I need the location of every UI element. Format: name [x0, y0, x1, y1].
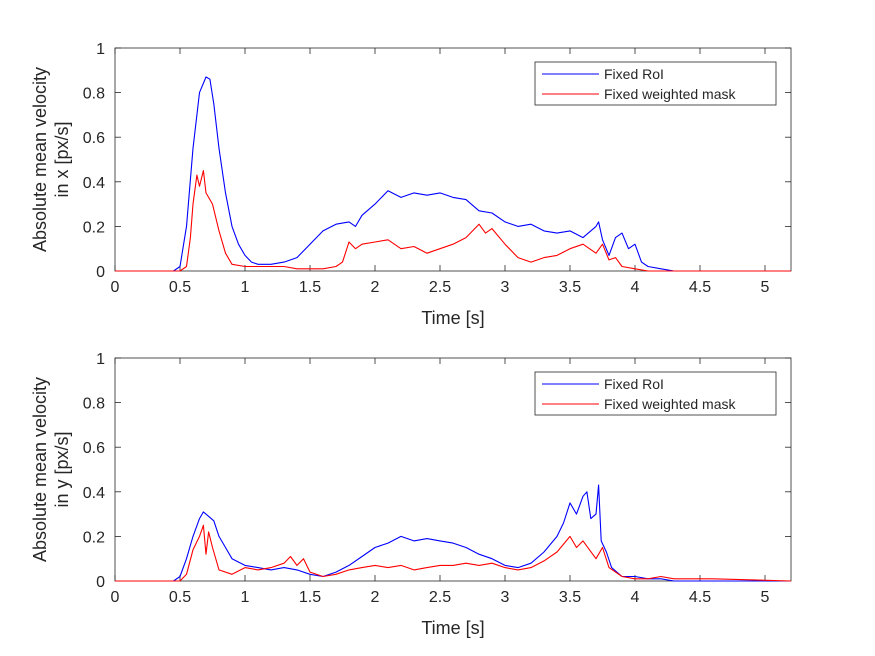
y-axis-label-line: in y [px/s] [52, 431, 72, 507]
x-tick-label: 3 [501, 589, 510, 606]
y-tick-label: 0.2 [83, 219, 105, 236]
x-tick-label: 5 [761, 279, 770, 296]
x-tick-label: 5 [761, 589, 770, 606]
legend-label: Fixed weighted mask [604, 396, 737, 412]
y-tick-label: 0.6 [83, 130, 105, 147]
y-tick-label: 1 [96, 41, 105, 58]
legend-label: Fixed RoI [604, 66, 664, 82]
y-axis-label-line: Absolute mean velocity [30, 67, 50, 252]
y-tick-label: 1 [96, 351, 105, 368]
series-line-fixed-roi [115, 484, 791, 582]
x-axis-label: Time [s] [421, 308, 484, 328]
series-line-fixed-weighted-mask [115, 524, 792, 582]
x-tick-label: 1.5 [299, 279, 321, 296]
y-tick-label: 0.8 [83, 86, 105, 103]
plot-x-velocity: 0 0.5 1 1.5 2 2.5 3 3.5 4 4.5 5 0 0.2 0.4 0.6 0.8 1 Time … [30, 41, 792, 328]
x-tick-label: 1.5 [299, 589, 321, 606]
y-tick-label: 0.8 [83, 396, 105, 413]
x-tick-label: 4 [631, 279, 640, 296]
legend-box [534, 61, 777, 106]
x-tick-label: 2 [371, 589, 380, 606]
y-tick-label: 0.4 [83, 175, 105, 192]
y-tick-label: 0.4 [83, 485, 105, 502]
legend: Fixed RoI Fixed weighted mask [534, 371, 777, 416]
x-tick-label: 0.5 [169, 279, 191, 296]
legend: Fixed RoI Fixed weighted mask [534, 61, 777, 106]
legend-box [534, 371, 777, 416]
legend-label: Fixed weighted mask [604, 86, 737, 102]
plot-y-velocity: 0 0.5 1 1.5 2 2.5 3 3.5 4 4.5 5 0 0.2 0.4 0.6 0.8 1 Time … [30, 351, 792, 638]
legend-label: Fixed RoI [604, 376, 664, 392]
y-tick-label: 0 [96, 264, 105, 281]
x-tick-label: 4.5 [689, 279, 711, 296]
x-tick-label: 0.5 [169, 589, 191, 606]
x-tick-label: 1 [241, 589, 250, 606]
y-tick-label: 0 [96, 574, 105, 591]
x-tick-label: 0 [111, 589, 120, 606]
x-tick-label: 0 [111, 279, 120, 296]
series-line-fixed-weighted-mask [115, 170, 791, 272]
x-tick-label: 2.5 [429, 589, 451, 606]
x-tick-label: 3.5 [559, 279, 581, 296]
y-tick-label: 0.2 [83, 529, 105, 546]
y-axis-label-line: in x [px/s] [52, 121, 72, 197]
x-tick-label: 1 [241, 279, 250, 296]
y-axis-label: Absolute mean velocity in x [px/s] [30, 67, 72, 252]
x-tick-label: 2.5 [429, 279, 451, 296]
x-tick-label: 4 [631, 589, 640, 606]
x-tick-label: 2 [371, 279, 380, 296]
x-axis-label: Time [s] [421, 618, 484, 638]
y-tick-label: 0.6 [83, 440, 105, 457]
y-axis-label-line: Absolute mean velocity [30, 377, 50, 562]
x-tick-label: 3.5 [559, 589, 581, 606]
series-line-fixed-roi [115, 76, 791, 272]
x-tick-label: 3 [501, 279, 510, 296]
x-tick-label: 4.5 [689, 589, 711, 606]
y-axis-label: Absolute mean velocity in y [px/s] [30, 377, 72, 562]
